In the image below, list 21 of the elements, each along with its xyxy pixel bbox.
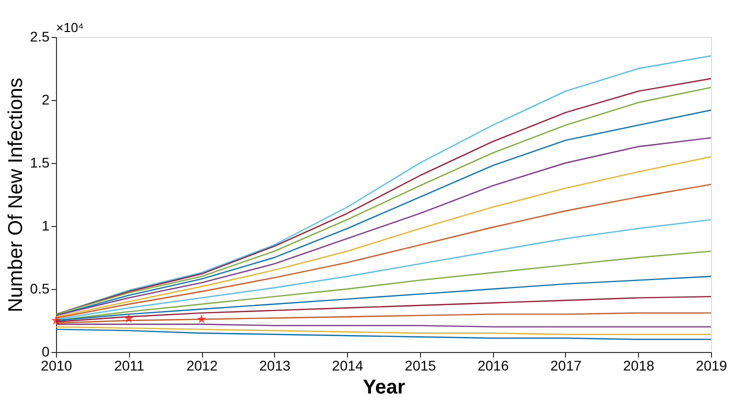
text: ×10⁴ [56,20,84,35]
x-tick-label: 2013 [259,358,291,374]
y-tick-label: 1 [42,218,50,234]
y-tick-label: 0 [42,344,50,360]
x-tick-label: 2014 [332,358,364,374]
x-tick-label: 2011 [114,358,145,374]
y-tick-label: 1.5 [30,154,50,170]
y-axis-title: Number Of New Infections [5,78,28,312]
x-tick-label: 2018 [623,358,655,374]
x-tick-label: 2016 [478,358,509,374]
x-tick-label: 2015 [404,358,436,374]
y-tick-label: 2.5 [30,28,50,44]
y-tick-label: 0.5 [30,280,50,296]
line-series [56,326,711,335]
x-axis-title: Year [362,376,406,398]
x-tick-label: 2019 [696,358,728,374]
y-tick-label: 2 [42,92,50,108]
x-tick-label: 2017 [550,358,582,374]
x-tick-label: 2012 [186,358,218,374]
x-tick-label: 2010 [40,358,72,374]
line-series [56,328,711,340]
